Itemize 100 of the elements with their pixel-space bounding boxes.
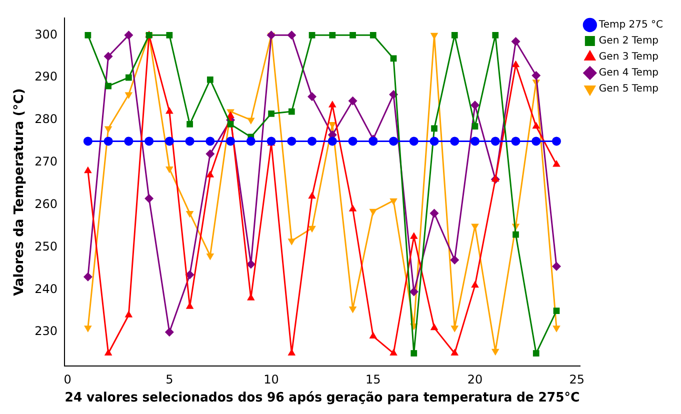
point [246, 260, 256, 269]
point [369, 208, 378, 216]
point [430, 136, 439, 146]
point [206, 149, 215, 158]
point [410, 232, 418, 239]
point [552, 262, 561, 271]
point [390, 348, 398, 356]
point [84, 326, 92, 332]
x-axis-title: 24 valores selecionados dos 96 após geração para temperatura de 275°C [64, 390, 580, 406]
point [84, 166, 92, 174]
point [450, 326, 459, 332]
point [308, 226, 316, 233]
point [166, 166, 174, 174]
point [532, 350, 540, 356]
y-tick-label: 280 [34, 112, 58, 126]
point [206, 253, 214, 260]
point [369, 332, 378, 339]
x-tick-label: 15 [366, 372, 381, 386]
point [491, 348, 500, 356]
point [472, 123, 478, 130]
point [552, 136, 561, 146]
point [83, 136, 92, 146]
legend-label: Temp 275 °C [598, 20, 664, 31]
point [186, 211, 194, 218]
point [206, 136, 215, 146]
point [512, 231, 519, 238]
point [512, 60, 520, 68]
point [164, 136, 174, 146]
point [105, 82, 112, 90]
x-tick-label: 5 [166, 372, 174, 386]
point [409, 136, 418, 146]
point [83, 272, 92, 282]
point [104, 126, 112, 133]
legend-label: Gen 4 Temp [598, 68, 659, 79]
point [532, 70, 541, 80]
point [166, 32, 173, 38]
point [390, 198, 398, 206]
point [532, 122, 540, 129]
point [350, 32, 356, 38]
point [124, 136, 134, 146]
point [185, 136, 194, 146]
point [410, 350, 418, 356]
point [409, 287, 418, 296]
point [348, 306, 357, 314]
y-tick-label: 250 [34, 239, 58, 254]
point [144, 194, 154, 203]
point [308, 32, 316, 38]
point [470, 100, 480, 110]
x-tick-label: 0 [64, 372, 72, 386]
point [166, 107, 174, 114]
point [124, 310, 133, 318]
point [552, 326, 560, 332]
point [125, 74, 132, 81]
y-tick-label: 260 [34, 196, 58, 211]
y-tick-label: 290 [34, 70, 58, 84]
point [451, 32, 458, 38]
legend-label: Gen 5 Temp [598, 84, 659, 95]
legend-label: Gen 3 Temp [598, 52, 659, 63]
point [511, 37, 520, 46]
point [532, 136, 541, 146]
x-tick-label: 25 [569, 372, 585, 386]
point [185, 270, 194, 280]
point [144, 136, 154, 146]
y-tick-label: 300 [34, 27, 58, 42]
point [247, 118, 255, 124]
point [308, 92, 317, 102]
y-axis-title: Valores da Temperatura (°C) [12, 88, 28, 296]
y-tick-label: 270 [34, 154, 58, 169]
point [492, 32, 499, 38]
x-tick-label: 20 [467, 372, 483, 386]
point [206, 76, 214, 83]
point [124, 92, 133, 100]
point [553, 308, 560, 314]
point [348, 204, 357, 212]
legend-label: Gen 2 Temp [598, 36, 659, 47]
point [511, 136, 520, 146]
point [450, 255, 460, 264]
point [552, 160, 560, 167]
point [471, 280, 479, 288]
point [430, 323, 438, 330]
point [186, 121, 193, 128]
point [450, 348, 459, 356]
y-tick-label: 240 [34, 282, 58, 296]
point [227, 121, 234, 128]
point [328, 100, 336, 108]
x-tick-label: 10 [264, 372, 279, 386]
point [226, 111, 234, 118]
point [430, 208, 439, 218]
point [328, 136, 337, 146]
point [329, 32, 336, 38]
point [389, 136, 398, 146]
point [206, 170, 214, 178]
point [348, 136, 358, 146]
point [348, 96, 358, 106]
point [104, 348, 112, 356]
point [470, 136, 480, 146]
point [84, 32, 92, 38]
point [288, 108, 295, 115]
point [268, 110, 274, 117]
point [287, 136, 296, 146]
